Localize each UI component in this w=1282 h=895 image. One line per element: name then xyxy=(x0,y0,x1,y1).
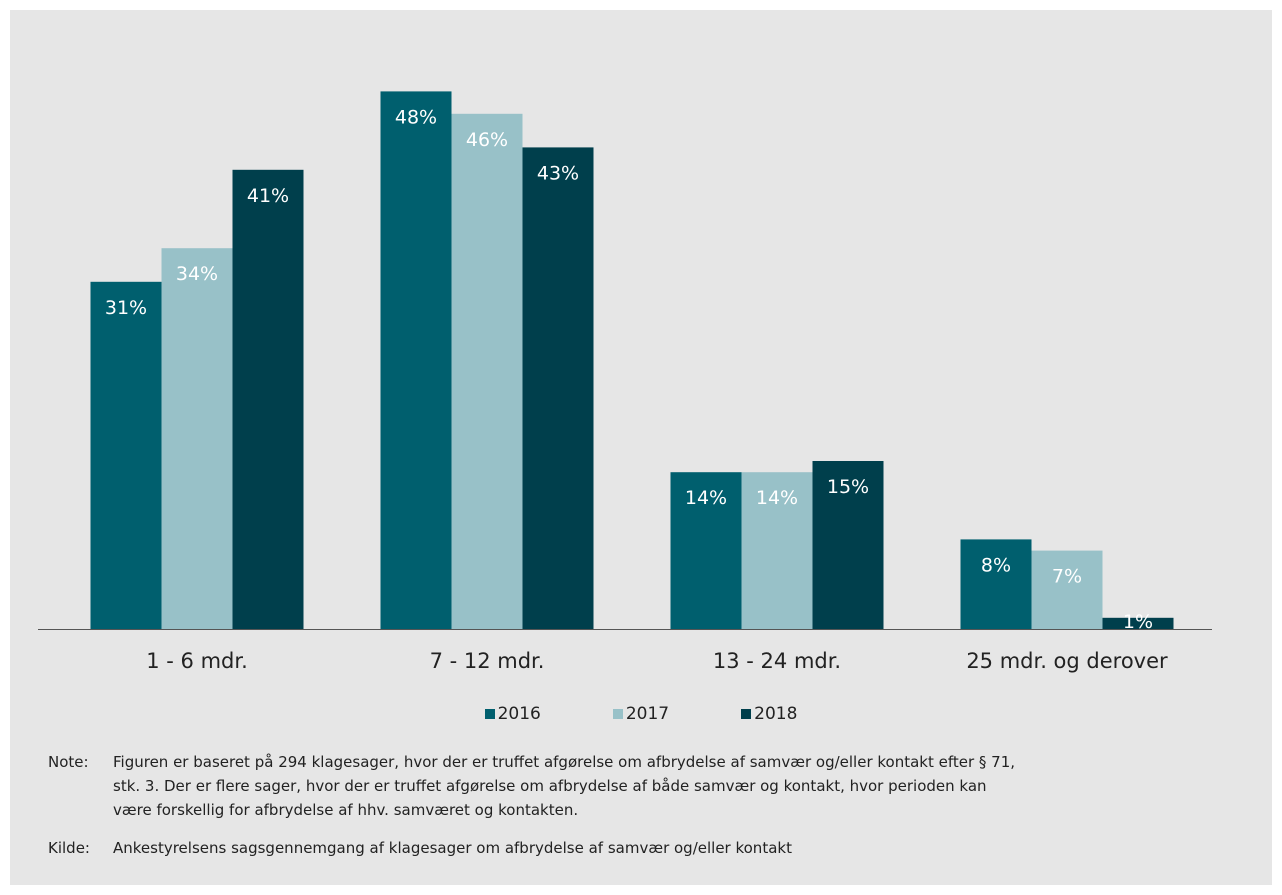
data-label-2016-0: 31% xyxy=(105,297,147,319)
data-label-2017-2: 14% xyxy=(756,487,798,509)
legend: 2016 2017 2018 xyxy=(10,704,1272,724)
category-label-2: 13 - 24 mdr. xyxy=(713,649,841,673)
data-label-2018-3: 1% xyxy=(1123,611,1153,633)
data-label-2018-2: 15% xyxy=(827,476,869,498)
bar-2017-0 xyxy=(161,248,233,629)
legend-label-2018: 2018 xyxy=(754,704,798,724)
legend-label-2017: 2017 xyxy=(625,704,670,724)
note-line: Figuren er baseret på 294 klagesager, hv… xyxy=(113,753,1016,771)
data-label-2017-0: 34% xyxy=(176,263,218,285)
legend-item-2017: 2017 xyxy=(612,704,670,724)
bar-2016-3 xyxy=(960,539,1032,629)
bar-2018-1 xyxy=(522,147,594,629)
legend-swatch-2018 xyxy=(741,709,752,719)
note-line: være forskellig for afbrydelse af hhv. s… xyxy=(113,801,579,819)
legend-swatch-2016 xyxy=(484,709,495,719)
category-label-1: 7 - 12 mdr. xyxy=(430,649,545,673)
note-line: stk. 3. Der er flere sager, hvor der er … xyxy=(113,777,987,795)
note-text: Figuren er baseret på 294 klagesager, hv… xyxy=(113,750,1248,822)
data-label-2018-1: 43% xyxy=(537,162,579,184)
source-text: Ankestyrelsens sagsgennemgang af klagesa… xyxy=(113,839,792,857)
data-label-2016-1: 48% xyxy=(395,106,437,128)
legend-label-2016: 2016 xyxy=(497,704,541,724)
bar-2016-0 xyxy=(90,281,162,629)
notes: Note: Figuren er baseret på 294 klagesag… xyxy=(48,750,1248,874)
bar-chart: 31% 34% 41% 1 - 6 mdr. 48% 46% 43% 7 - 12 mdr. 1… xyxy=(38,91,1212,673)
bar-2018-0 xyxy=(232,169,304,630)
bar-2018-3 xyxy=(1102,617,1174,629)
bar-2016-2 xyxy=(670,472,742,629)
bar-2017-2 xyxy=(741,472,813,629)
source-label: Kilde: xyxy=(48,839,90,857)
category-label-0: 1 - 6 mdr. xyxy=(146,649,248,673)
bar-2018-2 xyxy=(812,461,884,629)
figure: 31% 34% 41% 1 - 6 mdr. 48% 46% 43% 7 - 12 mdr. 1… xyxy=(10,10,1272,885)
data-label-2017-3: 7% xyxy=(1052,566,1082,588)
data-label-2016-2: 14% xyxy=(685,487,727,509)
data-label-2016-3: 8% xyxy=(981,554,1011,576)
category-label-3: 25 mdr. og derover xyxy=(966,649,1168,673)
bar-2017-3 xyxy=(1031,550,1103,629)
legend-item-2018: 2018 xyxy=(741,704,797,724)
data-label-2018-0: 41% xyxy=(247,185,289,207)
source: Kilde: Ankestyrelsens sagsgennemgang af … xyxy=(48,836,1248,860)
bar-2016-1 xyxy=(380,91,452,629)
legend-swatch-2017 xyxy=(612,709,623,719)
legend-item-2016: 2016 xyxy=(484,704,541,724)
note: Note: Figuren er baseret på 294 klagesag… xyxy=(48,750,1248,822)
data-label-2017-1: 46% xyxy=(466,129,508,151)
bar-2017-1 xyxy=(451,113,523,630)
note-label: Note: xyxy=(48,753,89,771)
